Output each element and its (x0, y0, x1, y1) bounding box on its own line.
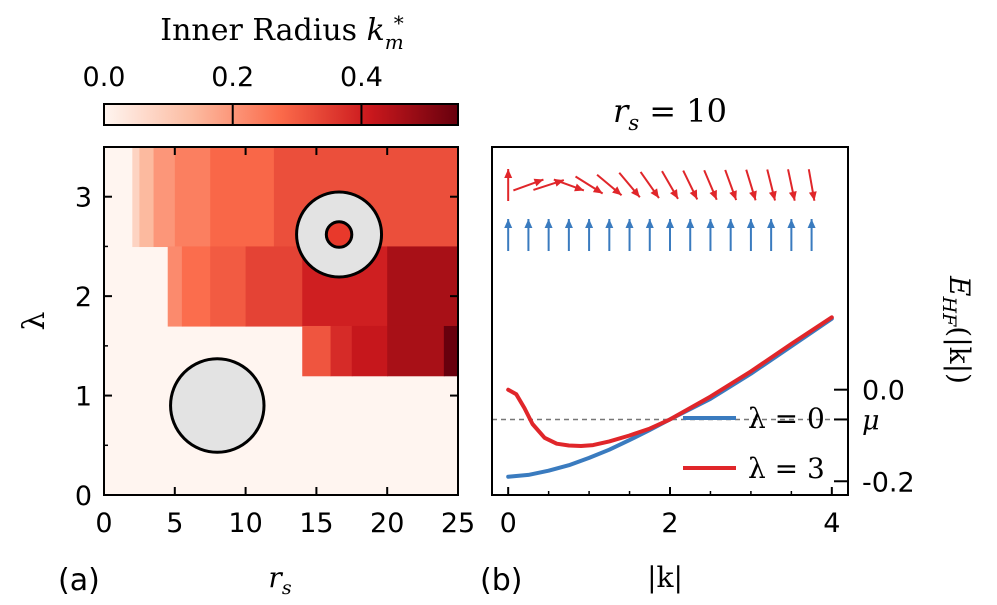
heatmap-cell (210, 147, 275, 248)
panel-a: 0 5 10 15 20 25 0 1 2 3 rs λ (a) (17, 146, 475, 599)
x-tick-label: 5 (166, 508, 183, 539)
spin-arrow (666, 219, 674, 251)
heatmap-cell (153, 147, 176, 248)
y-tick-label: 0 (75, 481, 92, 512)
panel-a-label: (a) (58, 563, 100, 598)
spin-arrow (504, 219, 513, 251)
panel-b: rs = 10 0 2 4 0.0μ -0.2 λ = 0 λ = 3 |k| EHF(… (480, 92, 976, 598)
heatmap-cell (351, 325, 388, 377)
y-tick-label: μ (862, 405, 880, 436)
colorbar-tick-labels: 0.0 0.2 0.4 (83, 62, 383, 93)
x-tick-label: 10 (228, 508, 262, 539)
spin-arrow (686, 219, 695, 251)
spin-arrow (767, 219, 776, 251)
colorbar-tick-label: 0.2 (211, 62, 254, 93)
spin-arrow (724, 169, 738, 201)
heatmap-cell (210, 246, 247, 327)
panel-b-xlabel: |k| (647, 561, 683, 594)
x-tick-label: 0 (95, 508, 112, 539)
colorbar-gradient (103, 103, 459, 126)
spin-arrow (661, 170, 679, 200)
x-tick-label: 20 (370, 508, 404, 539)
series-lines (506, 315, 834, 479)
colorbar-tick-label: 0.0 (83, 62, 126, 93)
x-tick-label: 15 (299, 508, 333, 539)
spin-arrow (639, 171, 660, 199)
panel-b-x-ticks: 0 2 4 (500, 487, 840, 539)
panel-a-y-ticks: 0 1 2 3 (75, 183, 458, 512)
spin-arrow (605, 219, 614, 251)
panel-a-x-ticks: 0 5 10 15 20 25 (95, 147, 475, 539)
spin-arrow (585, 219, 594, 251)
x-tick-label: 2 (661, 508, 678, 539)
heatmap-cell (167, 246, 183, 327)
spin-arrow (787, 219, 796, 251)
heatmap-cell (181, 246, 211, 327)
y-tick-label: 1 (75, 382, 92, 413)
spin-arrow (787, 169, 797, 201)
spin-arrow (706, 219, 715, 251)
panel-a-frame (103, 146, 459, 496)
panel-b-title: rs = 10 (613, 92, 727, 135)
colorbar-tick-label: 0.4 (340, 62, 383, 93)
spin-arrow (553, 178, 585, 192)
heatmap-cell (387, 325, 445, 377)
spin-arrow (645, 219, 654, 251)
annulus-inner-pocket (324, 220, 354, 249)
panel-a-xlabel: rs (268, 561, 291, 599)
heatmap-cell (443, 325, 458, 377)
spin-arrow (513, 178, 544, 192)
panel-b-y-ticks: 0.0μ -0.2 (834, 376, 915, 498)
y-tick-label: 3 (75, 183, 92, 214)
spin-arrow (625, 219, 634, 251)
colorbar-title: Inner Radius km* (160, 11, 404, 54)
heatmap-annotations (169, 190, 384, 454)
series-line (506, 315, 834, 448)
spin-arrow (726, 219, 735, 251)
legend-label: λ = 0 (748, 402, 825, 435)
colorbar: Inner Radius km* 0.0 0.2 0.4 (83, 11, 459, 126)
heatmap-cell (245, 246, 303, 327)
y-tick-label: 2 (75, 282, 92, 313)
spin-arrow (564, 219, 573, 251)
colorbar-ticks (231, 104, 363, 125)
spin-arrow (544, 219, 553, 251)
heatmap-cell (387, 246, 458, 327)
spin-textures (504, 169, 817, 251)
spin-arrow (746, 219, 755, 251)
heatmap-cell (139, 147, 155, 248)
x-tick-label: 4 (823, 508, 840, 539)
heatmap-cell (174, 147, 211, 248)
spin-arrow (618, 172, 641, 198)
spin-arrow (596, 173, 623, 197)
spin-arrow (682, 170, 699, 200)
panel-b-label: (b) (480, 563, 522, 598)
spin-arrow (504, 169, 513, 201)
x-tick-label: 25 (441, 508, 475, 539)
fermi-disk (169, 357, 266, 454)
spin-arrow (703, 169, 718, 201)
y-tick-label: -0.2 (862, 467, 915, 498)
legend-label: λ = 3 (748, 452, 825, 485)
y-tick-label: 0.0 (862, 376, 905, 407)
panel-b-plot-area (492, 169, 848, 479)
heatmap-cell (132, 147, 140, 248)
spin-arrow (807, 219, 816, 251)
heatmap-cell (302, 325, 332, 377)
spin-arrow (807, 169, 817, 201)
spin-arrow (524, 219, 533, 251)
heatmap-cell (330, 325, 353, 377)
x-tick-label: 0 (500, 508, 517, 539)
spin-arrow (745, 169, 757, 201)
panel-b-ylabel: EHF(|k|) (938, 275, 976, 384)
spin-arrow (766, 169, 777, 201)
legend: λ = 0 λ = 3 (683, 402, 825, 485)
panel-a-ylabel: λ (17, 311, 52, 330)
spin-arrow (574, 175, 604, 195)
